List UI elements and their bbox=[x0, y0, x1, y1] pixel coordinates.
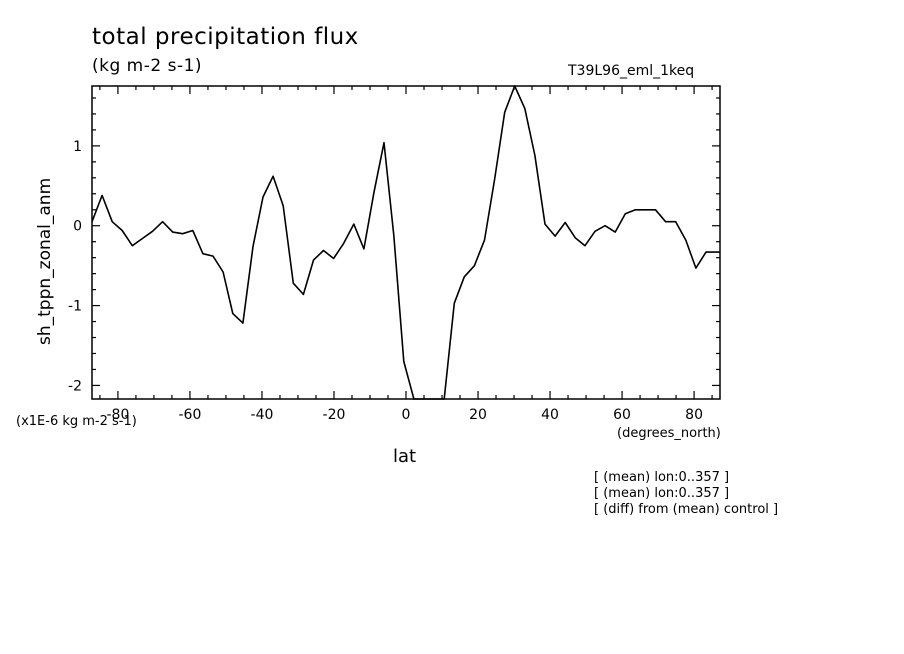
series-line bbox=[91, 85, 720, 400]
chart-title: total precipitation flux bbox=[92, 24, 359, 50]
note-line-2: [ (mean) lon:0..357 ] bbox=[594, 486, 730, 501]
x-tick-label: 60 bbox=[613, 407, 631, 423]
y-axis-label: sh_tppn_zonal_anm bbox=[35, 177, 55, 345]
x-tick-label: 40 bbox=[541, 407, 559, 423]
x-tick-label: 20 bbox=[469, 407, 487, 423]
x-tick-label: -60 bbox=[179, 407, 202, 423]
x-tick-label: 0 bbox=[402, 407, 411, 423]
y-tick-label: 1 bbox=[73, 139, 82, 155]
run-name: T39L96_eml_1keq bbox=[568, 63, 695, 79]
x-tick-label: -40 bbox=[251, 407, 274, 423]
axis-ticks bbox=[92, 86, 720, 399]
note-line-1: [ (mean) lon:0..357 ] bbox=[594, 470, 730, 485]
y-tick-label: 0 bbox=[73, 219, 82, 235]
y-tick-label: -1 bbox=[68, 299, 82, 315]
plot-frame bbox=[91, 85, 721, 400]
tick-labels: -80 -60 -40 -20 0 20 40 60 80 -2 -1 0 1 bbox=[68, 139, 703, 423]
x-tick-label: -20 bbox=[323, 407, 346, 423]
y-scale-label: (x1E-6 kg m-2 s-1) bbox=[16, 414, 137, 429]
y-tick-label: -2 bbox=[68, 378, 82, 394]
x-tick-label: 80 bbox=[685, 407, 703, 423]
x-axis-units: (degrees_north) bbox=[617, 426, 721, 441]
x-tick-label: -80 bbox=[106, 407, 129, 423]
chart-subtitle: (kg m-2 s-1) bbox=[92, 56, 203, 76]
note-line-3: [ (diff) from (mean) control ] bbox=[594, 502, 779, 517]
x-axis-label: lat bbox=[393, 446, 417, 467]
